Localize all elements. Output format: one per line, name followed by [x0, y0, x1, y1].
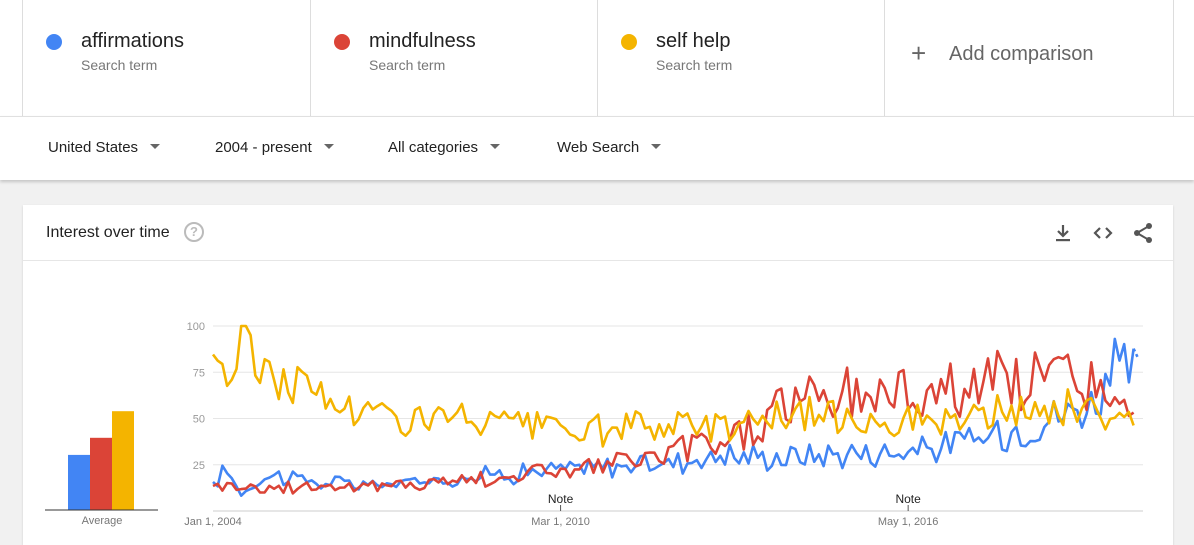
region-dropdown[interactable]: United States [48, 139, 161, 156]
interest-over-time-card: Interest over time ? Average 25 50 75 100 J… [23, 205, 1173, 545]
average-chart: Average [45, 411, 158, 527]
share-icon[interactable] [1131, 221, 1155, 245]
term-type: Search term [81, 57, 158, 73]
series-line-mindfulness [212, 349, 1135, 495]
y-tick-label: 100 [187, 321, 205, 333]
series-color-dot [46, 34, 62, 50]
filter-bar: United States 2004 - present All categor… [0, 116, 1194, 180]
chevron-down-icon [651, 143, 662, 149]
comparison-bar: affirmations Search term mindfulness Sea… [0, 0, 1194, 116]
term-card-mindfulness[interactable]: mindfulness Search term [310, 0, 597, 116]
y-tick-label: 75 [193, 367, 205, 379]
series-color-dot [334, 34, 350, 50]
download-icon[interactable] [1051, 221, 1075, 245]
term-card-self-help[interactable]: self help Search term [597, 0, 884, 116]
chevron-down-icon [490, 143, 501, 149]
average-bar-mindfulness [90, 437, 112, 510]
x-tick-label: Mar 1, 2010 [531, 516, 590, 528]
x-tick-label: May 1, 2016 [878, 516, 939, 528]
chevron-down-icon [150, 143, 161, 149]
average-label: Average [82, 515, 123, 527]
add-comparison-label: Add comparison [949, 43, 1094, 65]
term-type: Search term [369, 57, 446, 73]
region-label: United States [48, 139, 139, 156]
x-tick-label: Jan 1, 2004 [184, 516, 242, 528]
term-name[interactable]: affirmations [81, 30, 185, 52]
term-type: Search term [656, 57, 733, 73]
note-label: Note [895, 492, 921, 506]
term-name[interactable]: mindfulness [369, 30, 476, 52]
card-header: Interest over time ? [23, 205, 1173, 261]
time-range-dropdown[interactable]: 2004 - present [215, 139, 334, 156]
add-comparison-button[interactable]: + Add comparison [884, 0, 1174, 116]
y-tick-label: 25 [193, 460, 205, 472]
y-tick-label: 50 [193, 414, 205, 426]
interest-line-chart[interactable]: 25 50 75 100 Jan 1, 2004 Mar 1, 2010 May 1, 2… [173, 261, 1173, 541]
chevron-down-icon [323, 143, 334, 149]
embed-code-icon[interactable] [1091, 221, 1115, 245]
plus-icon: + [911, 38, 927, 68]
note-label: Note [548, 492, 574, 506]
average-bar-affirmations [68, 454, 90, 510]
partial-data-segment [1132, 348, 1140, 360]
category-dropdown[interactable]: All categories [388, 139, 501, 156]
search-type-dropdown[interactable]: Web Search [557, 139, 662, 156]
search-type-label: Web Search [557, 139, 640, 156]
category-label: All categories [388, 139, 479, 156]
help-icon[interactable]: ? [184, 222, 204, 242]
card-title: Interest over time [46, 224, 170, 241]
time-range-label: 2004 - present [215, 139, 312, 156]
term-name[interactable]: self help [656, 30, 731, 52]
term-card-affirmations[interactable]: affirmations Search term [22, 0, 310, 116]
average-bar-self-help [112, 411, 134, 510]
series-line-self-help [211, 324, 1135, 448]
series-color-dot [621, 34, 637, 50]
